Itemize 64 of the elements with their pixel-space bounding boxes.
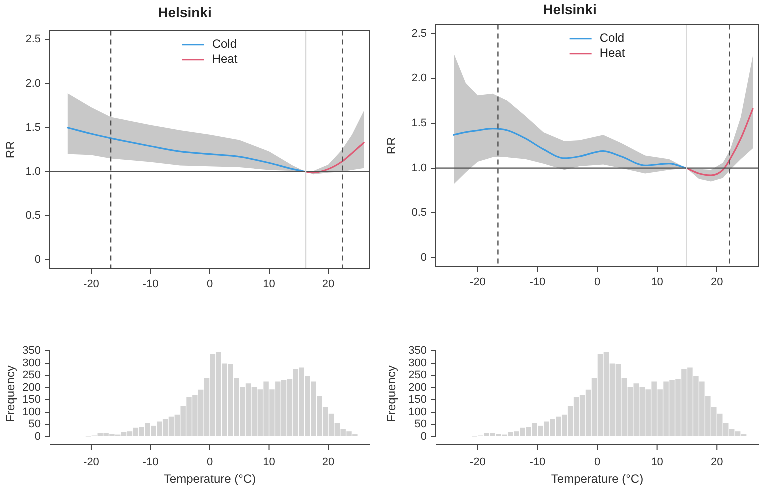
y-tick-label: 250	[408, 370, 427, 382]
y-tick-label: 1.0	[26, 166, 41, 178]
y-tick-label: 100	[22, 406, 41, 418]
y-tick-label: 0	[420, 252, 427, 264]
x-tick-label: -10	[142, 278, 159, 291]
x-tick-label: 10	[651, 276, 664, 289]
y-tick-label: 0	[34, 254, 41, 266]
x-tick-label: 10	[263, 278, 276, 291]
x-tick-label: -10	[142, 456, 159, 469]
x-tick-label: 20	[322, 278, 335, 291]
chart-title: Helsinki	[543, 1, 597, 18]
y-tick-label: 50	[414, 418, 427, 431]
x-tick-label: 0	[594, 276, 601, 289]
y-tick-label: 150	[408, 394, 427, 406]
y-tick-label: 150	[22, 394, 41, 406]
x-tick-label: 20	[322, 456, 335, 469]
legend-label: Heat	[212, 52, 238, 66]
y-tick-label: 2.0	[26, 78, 41, 90]
x-tick-label: -20	[470, 276, 486, 289]
x-tick-label: 20	[711, 276, 724, 289]
y-tick-label: 200	[408, 382, 427, 394]
x-tick-label: -10	[530, 456, 546, 469]
line-series	[305, 142, 365, 174]
x-tick-label: -20	[84, 278, 100, 291]
legend-label: Heat	[600, 46, 626, 60]
y-tick-label: 0.5	[412, 207, 427, 220]
y-tick-label: 2.0	[412, 72, 427, 85]
y-tick-label: 350	[22, 345, 41, 358]
y-tick-label: 100	[408, 406, 427, 418]
y-tick-label: 200	[22, 382, 41, 394]
y-tick-label: 300	[22, 357, 41, 370]
x-tick-label: -20	[470, 456, 486, 469]
y-tick-label: 350	[408, 345, 427, 358]
x-tick-label: 20	[711, 456, 724, 469]
x-axis-title: Temperature (°C)	[551, 472, 644, 486]
y-tick-label: 1.5	[412, 118, 427, 130]
y-axis-title: RR	[384, 136, 399, 155]
y-tick-label: 0.5	[26, 210, 41, 222]
x-tick-label: 10	[263, 456, 276, 469]
y-axis-title: Frequency	[384, 366, 399, 422]
y-tick-label: 1.0	[412, 162, 427, 174]
y-tick-label: 1.5	[26, 122, 41, 134]
y-tick-label: 250	[22, 370, 41, 382]
y-tick-label: 0	[34, 431, 41, 444]
y-axis-title: Frequency	[4, 366, 18, 422]
line-series	[453, 128, 688, 170]
x-axis-title: Temperature (°C)	[164, 472, 256, 486]
x-tick-label: -10	[530, 276, 546, 289]
legend-label: Cold	[600, 31, 625, 46]
x-tick-label: 0	[206, 456, 214, 469]
y-axis-title: RR	[4, 140, 18, 159]
y-tick-label: 0	[420, 431, 427, 444]
x-tick-label: 0	[594, 456, 601, 469]
line-series	[66, 127, 307, 173]
x-tick-label: 0	[206, 278, 214, 291]
x-tick-label: -20	[84, 456, 100, 469]
chart-title: Helsinki	[158, 4, 212, 20]
y-tick-label: 300	[408, 357, 427, 370]
y-tick-label: 2.5	[412, 28, 427, 40]
y-tick-label: 50	[28, 418, 41, 431]
x-tick-label: 10	[651, 456, 664, 469]
y-tick-label: 2.5	[26, 34, 41, 46]
line-series	[686, 108, 754, 176]
legend-label: Cold	[212, 37, 238, 52]
